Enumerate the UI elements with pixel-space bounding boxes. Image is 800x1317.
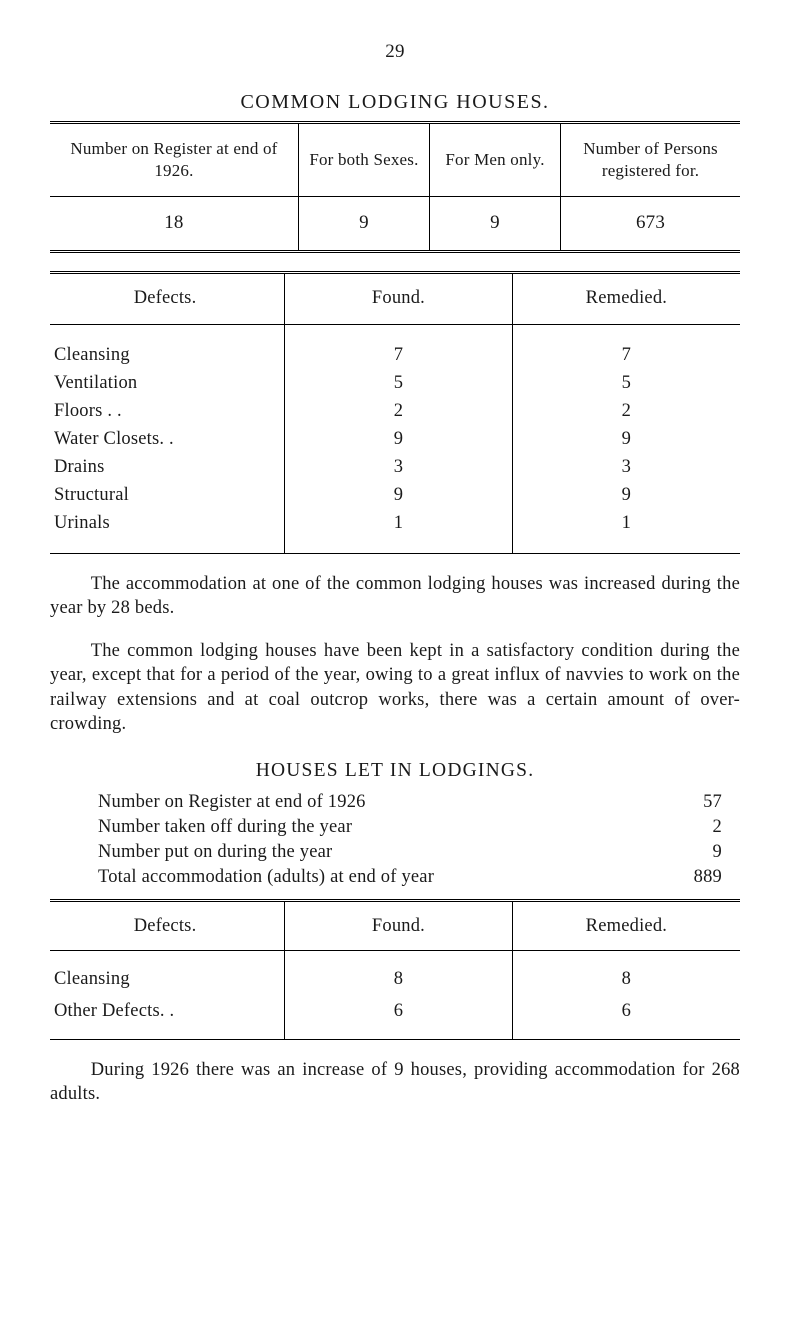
defects1-label: Floors . . [50, 397, 285, 425]
stat-value: 2 [652, 815, 740, 839]
defects1-header-found: Found. [285, 272, 513, 324]
stat-row: Number on Register at end of 1926 57 [98, 790, 740, 814]
summary-header-register: Number on Register at end of 1926. [50, 122, 298, 196]
summary-header-both-sexes: For both Sexes. [298, 122, 429, 196]
defects2-found: 6 [285, 995, 513, 1040]
table-row: Ventilation55 [50, 369, 740, 397]
defects2-header-defects: Defects. [50, 900, 285, 950]
defects1-found: 3 [285, 453, 513, 481]
defects1-found: 1 [285, 509, 513, 554]
defects1-found: 7 [285, 324, 513, 369]
defects1-header-remedied: Remedied. [512, 272, 740, 324]
stat-dots [366, 790, 652, 814]
defects-table-2: Defects. Found. Remedied. Cleansing88Oth… [50, 899, 740, 1040]
defects1-remedied: 7 [512, 324, 740, 369]
stat-label: Number put on during the year [98, 840, 332, 864]
summary-header-persons: Number of Persons registered for. [561, 122, 740, 196]
defects2-remedied: 8 [512, 950, 740, 995]
stat-value: 57 [652, 790, 740, 814]
defects1-remedied: 9 [512, 481, 740, 509]
table-row: Cleansing77 [50, 324, 740, 369]
defects2-label: Cleansing [50, 950, 285, 995]
defects1-remedied: 5 [512, 369, 740, 397]
stat-value: 889 [652, 865, 740, 889]
defects2-remedied: 6 [512, 995, 740, 1040]
stat-value: 9 [652, 840, 740, 864]
sub-title: HOUSES LET IN LODGINGS. [50, 758, 740, 783]
summary-value-persons: 673 [561, 196, 740, 251]
stat-dots [332, 840, 652, 864]
defects1-remedied: 1 [512, 509, 740, 554]
defects-table-1: Defects. Found. Remedied. Cleansing77Ven… [50, 271, 740, 554]
stat-row: Total accommodation (adults) at end of y… [98, 865, 740, 889]
defects2-body: Cleansing88Other Defects. .66 [50, 950, 740, 1039]
table-row: Other Defects. .66 [50, 995, 740, 1040]
page-number: 29 [50, 40, 740, 65]
defects1-remedied: 9 [512, 425, 740, 453]
defects2-found: 8 [285, 950, 513, 995]
stat-label: Number on Register at end of 1926 [98, 790, 366, 814]
defects1-label: Ventilation [50, 369, 285, 397]
main-title: COMMON LODGING HOUSES. [50, 89, 740, 115]
defects1-remedied: 2 [512, 397, 740, 425]
defects1-label: Water Closets. . [50, 425, 285, 453]
paragraph-3: During 1926 there was an increase of 9 h… [50, 1058, 740, 1107]
table-row: Drains33 [50, 453, 740, 481]
summary-table: Number on Register at end of 1926. For b… [50, 121, 740, 253]
table-row: Floors . .22 [50, 397, 740, 425]
defects1-header-defects: Defects. [50, 272, 285, 324]
defects1-found: 2 [285, 397, 513, 425]
summary-value-both-sexes: 9 [298, 196, 429, 251]
summary-value-register: 18 [50, 196, 298, 251]
stat-label: Number taken off during the year [98, 815, 352, 839]
stat-row: Number taken off during the year 2 [98, 815, 740, 839]
defects1-label: Cleansing [50, 324, 285, 369]
defects1-label: Drains [50, 453, 285, 481]
summary-header-men-only: For Men only. [429, 122, 560, 196]
defects2-label: Other Defects. . [50, 995, 285, 1040]
defects2-header-remedied: Remedied. [512, 900, 740, 950]
defects2-header-found: Found. [285, 900, 513, 950]
table-row: Structural99 [50, 481, 740, 509]
table-row: Urinals11 [50, 509, 740, 554]
stat-dots [434, 865, 652, 889]
stats-block: Number on Register at end of 192657Numbe… [50, 790, 740, 889]
defects1-found: 9 [285, 481, 513, 509]
table-row: Water Closets. .99 [50, 425, 740, 453]
defects1-label: Structural [50, 481, 285, 509]
defects1-found: 9 [285, 425, 513, 453]
paragraph-1: The accommodation at one of the common l… [50, 572, 740, 621]
paragraph-2: The common lodging houses have been kept… [50, 639, 740, 737]
stat-row: Number put on during the year 9 [98, 840, 740, 864]
table-row: Cleansing88 [50, 950, 740, 995]
summary-value-men-only: 9 [429, 196, 560, 251]
defects1-body: Cleansing77Ventilation55Floors . .22Wate… [50, 324, 740, 553]
stat-label: Total accommodation (adults) at end of y… [98, 865, 434, 889]
stat-dots [352, 815, 652, 839]
defects1-found: 5 [285, 369, 513, 397]
defects1-label: Urinals [50, 509, 285, 554]
defects1-remedied: 3 [512, 453, 740, 481]
